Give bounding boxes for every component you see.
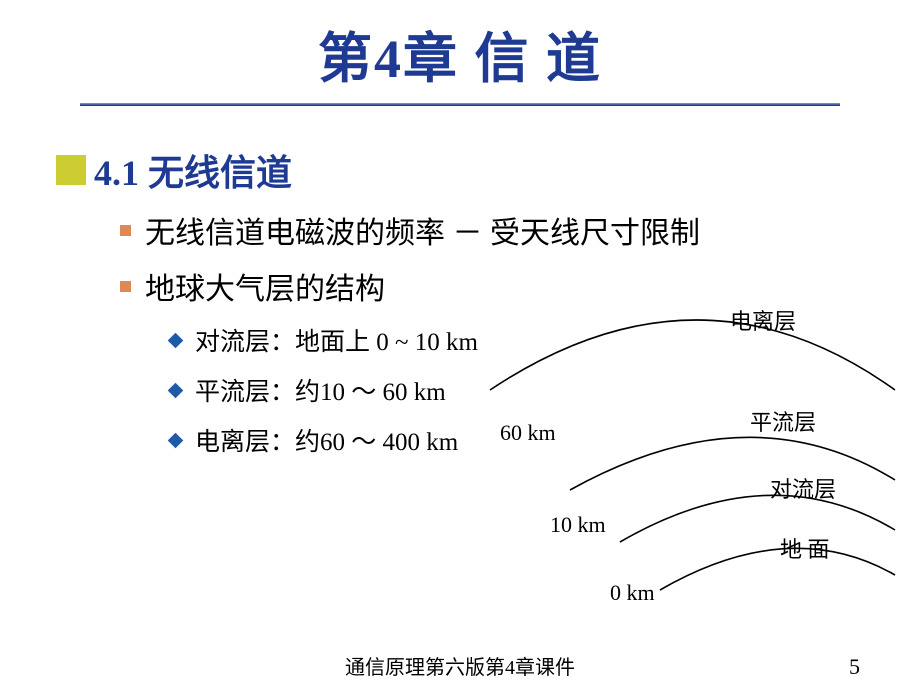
footer-text: 通信原理第六版第4章课件	[0, 651, 920, 680]
title-underline	[80, 103, 840, 106]
layer-label: 平流层	[750, 405, 816, 437]
layer-label: 地 面	[780, 532, 830, 564]
bullet1-text: 地球大气层的结构	[145, 264, 385, 308]
layer-label: 对流层	[770, 472, 836, 504]
bullet2-diamond-icon	[168, 382, 184, 398]
chapter-title: 第4章 信 道	[0, 0, 920, 93]
bullet1-text: 无线信道电磁波的频率 － 受天线尺寸限制	[145, 208, 700, 252]
bullet2-text: 电离层：约60 ～ 400 km	[195, 422, 458, 458]
page-number: 5	[849, 654, 860, 680]
section-heading-row: 4.1 无线信道	[56, 144, 920, 196]
atmosphere-diagram: 电离层 平流层 对流层 地 面 60 km 10 km 0 km	[470, 280, 900, 620]
bullet-level1: 无线信道电磁波的频率 － 受天线尺寸限制	[120, 208, 920, 252]
section-bullet-block	[56, 155, 86, 185]
bullet2-diamond-icon	[168, 332, 184, 348]
bullet2-diamond-icon	[168, 432, 184, 448]
km-label: 10 km	[550, 512, 606, 538]
km-label: 60 km	[500, 420, 556, 446]
atmosphere-arcs	[470, 280, 900, 620]
layer-label: 电离层	[730, 304, 796, 336]
section-heading-text: 4.1 无线信道	[94, 144, 292, 196]
bullet2-text: 对流层：地面上 0 ~ 10 km	[195, 322, 478, 358]
km-label: 0 km	[610, 580, 655, 606]
bullet1-square-icon	[120, 225, 131, 236]
bullet2-text: 平流层：约10 ～ 60 km	[195, 372, 446, 408]
bullet1-square-icon	[120, 281, 131, 292]
